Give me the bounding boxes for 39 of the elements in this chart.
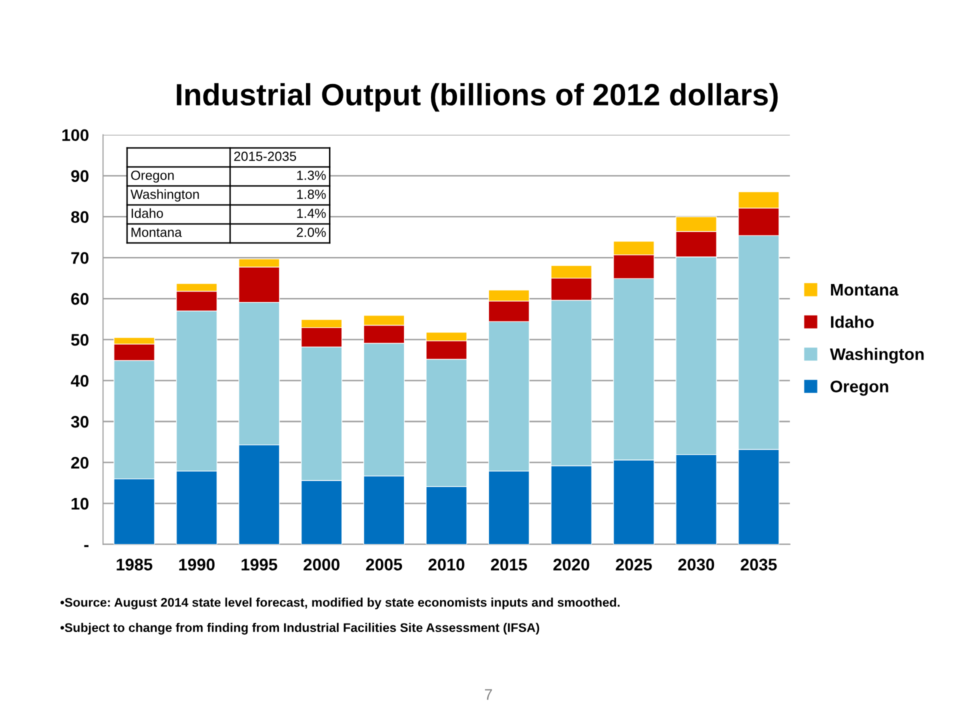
y-tick-label: 80 xyxy=(71,211,88,223)
x-tick-label: 2025 xyxy=(616,558,652,570)
y-tick-label: 90 xyxy=(71,170,88,182)
annotation: Oregon xyxy=(131,170,174,183)
y-tick-label: 100 xyxy=(62,129,88,142)
legend-label: Oregon xyxy=(830,380,888,396)
x-tick-label: 2015 xyxy=(490,558,527,570)
legend-label: Idaho xyxy=(831,316,874,328)
x-tick-label: 2005 xyxy=(366,558,402,570)
annotation: 1.3% xyxy=(297,170,326,180)
y-tick-label: 30 xyxy=(70,416,88,428)
x-tick-label: 2035 xyxy=(740,558,777,571)
y-tick-label: 50 xyxy=(71,334,88,346)
y-tick-label: 70 xyxy=(71,252,88,264)
annotation: Idaho xyxy=(132,208,163,218)
chart-title: Industrial Output (billions of 2012 dollars) xyxy=(176,83,778,112)
x-tick-label: 1985 xyxy=(116,558,152,570)
y-tick-label: 20 xyxy=(71,456,88,469)
annotation: 1.4% xyxy=(297,208,326,218)
y-tick-label: 10 xyxy=(72,498,88,510)
x-tick-label: 2020 xyxy=(553,558,590,570)
x-tick-label: 2000 xyxy=(304,558,340,570)
x-tick-label: 1995 xyxy=(242,558,278,570)
annotation: Montana xyxy=(132,228,182,237)
legend-label: Washington xyxy=(830,348,924,364)
legend-label: Montana xyxy=(831,284,899,296)
x-tick-label: 2030 xyxy=(678,558,714,571)
annotation: 2015-2035 xyxy=(234,152,296,161)
y-tick-label: 60 xyxy=(71,293,88,305)
x-tick-label: 2010 xyxy=(428,558,464,570)
text: •Source: August 2014 state level forecast, modified by state economists inputs and smoothed. xyxy=(60,598,620,610)
annotation: Washington xyxy=(130,189,199,202)
y-tick-label: 40 xyxy=(70,374,88,387)
annotation: 2.0% xyxy=(296,228,326,237)
annotation: 1.8% xyxy=(297,190,326,199)
x-tick-label: 1990 xyxy=(179,558,215,570)
text: •Subject to change from finding from Industrial Facilities Site Assessment (IFSA) xyxy=(60,622,540,635)
text: 7 xyxy=(484,689,492,700)
y-tick-label: - xyxy=(84,545,88,548)
